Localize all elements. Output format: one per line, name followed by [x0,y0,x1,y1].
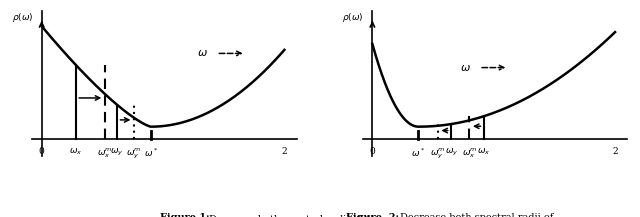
Text: 2: 2 [282,147,287,156]
Text: 0: 0 [369,147,375,156]
Text: 0: 0 [39,147,45,156]
Text: $\rho(\omega)$: $\rho(\omega)$ [12,12,33,25]
Text: $\omega_y$: $\omega_y$ [110,147,124,158]
Text: $\omega_y^m$: $\omega_y^m$ [430,147,446,161]
Text: Figure 1:: Figure 1: [160,213,209,217]
Text: $\omega_x^m$: $\omega_x^m$ [461,147,477,160]
Text: $\omega^*$: $\omega^*$ [144,147,158,159]
Text: $\omega_x^m$: $\omega_x^m$ [97,147,113,160]
Text: $\omega_x$: $\omega_x$ [69,147,83,157]
Text: $\omega_y$: $\omega_y$ [445,147,458,158]
Text: $\omega$: $\omega$ [197,48,208,58]
Text: $\omega_y^m$: $\omega_y^m$ [126,147,142,161]
Text: 2: 2 [612,147,618,156]
Text: $\omega$: $\omega$ [460,62,470,73]
Text: $\omega^*$: $\omega^*$ [412,147,426,159]
Text: $\rho(\omega)$: $\rho(\omega)$ [342,12,364,25]
Text: Decrease both spectral radii of $\omega_x$,: Decrease both spectral radii of $\omega_… [208,213,381,217]
Text: Decrease both spectral radii of: Decrease both spectral radii of [400,213,554,217]
Text: Figure  2:: Figure 2: [346,213,399,217]
Text: $\omega_x$: $\omega_x$ [477,147,491,157]
